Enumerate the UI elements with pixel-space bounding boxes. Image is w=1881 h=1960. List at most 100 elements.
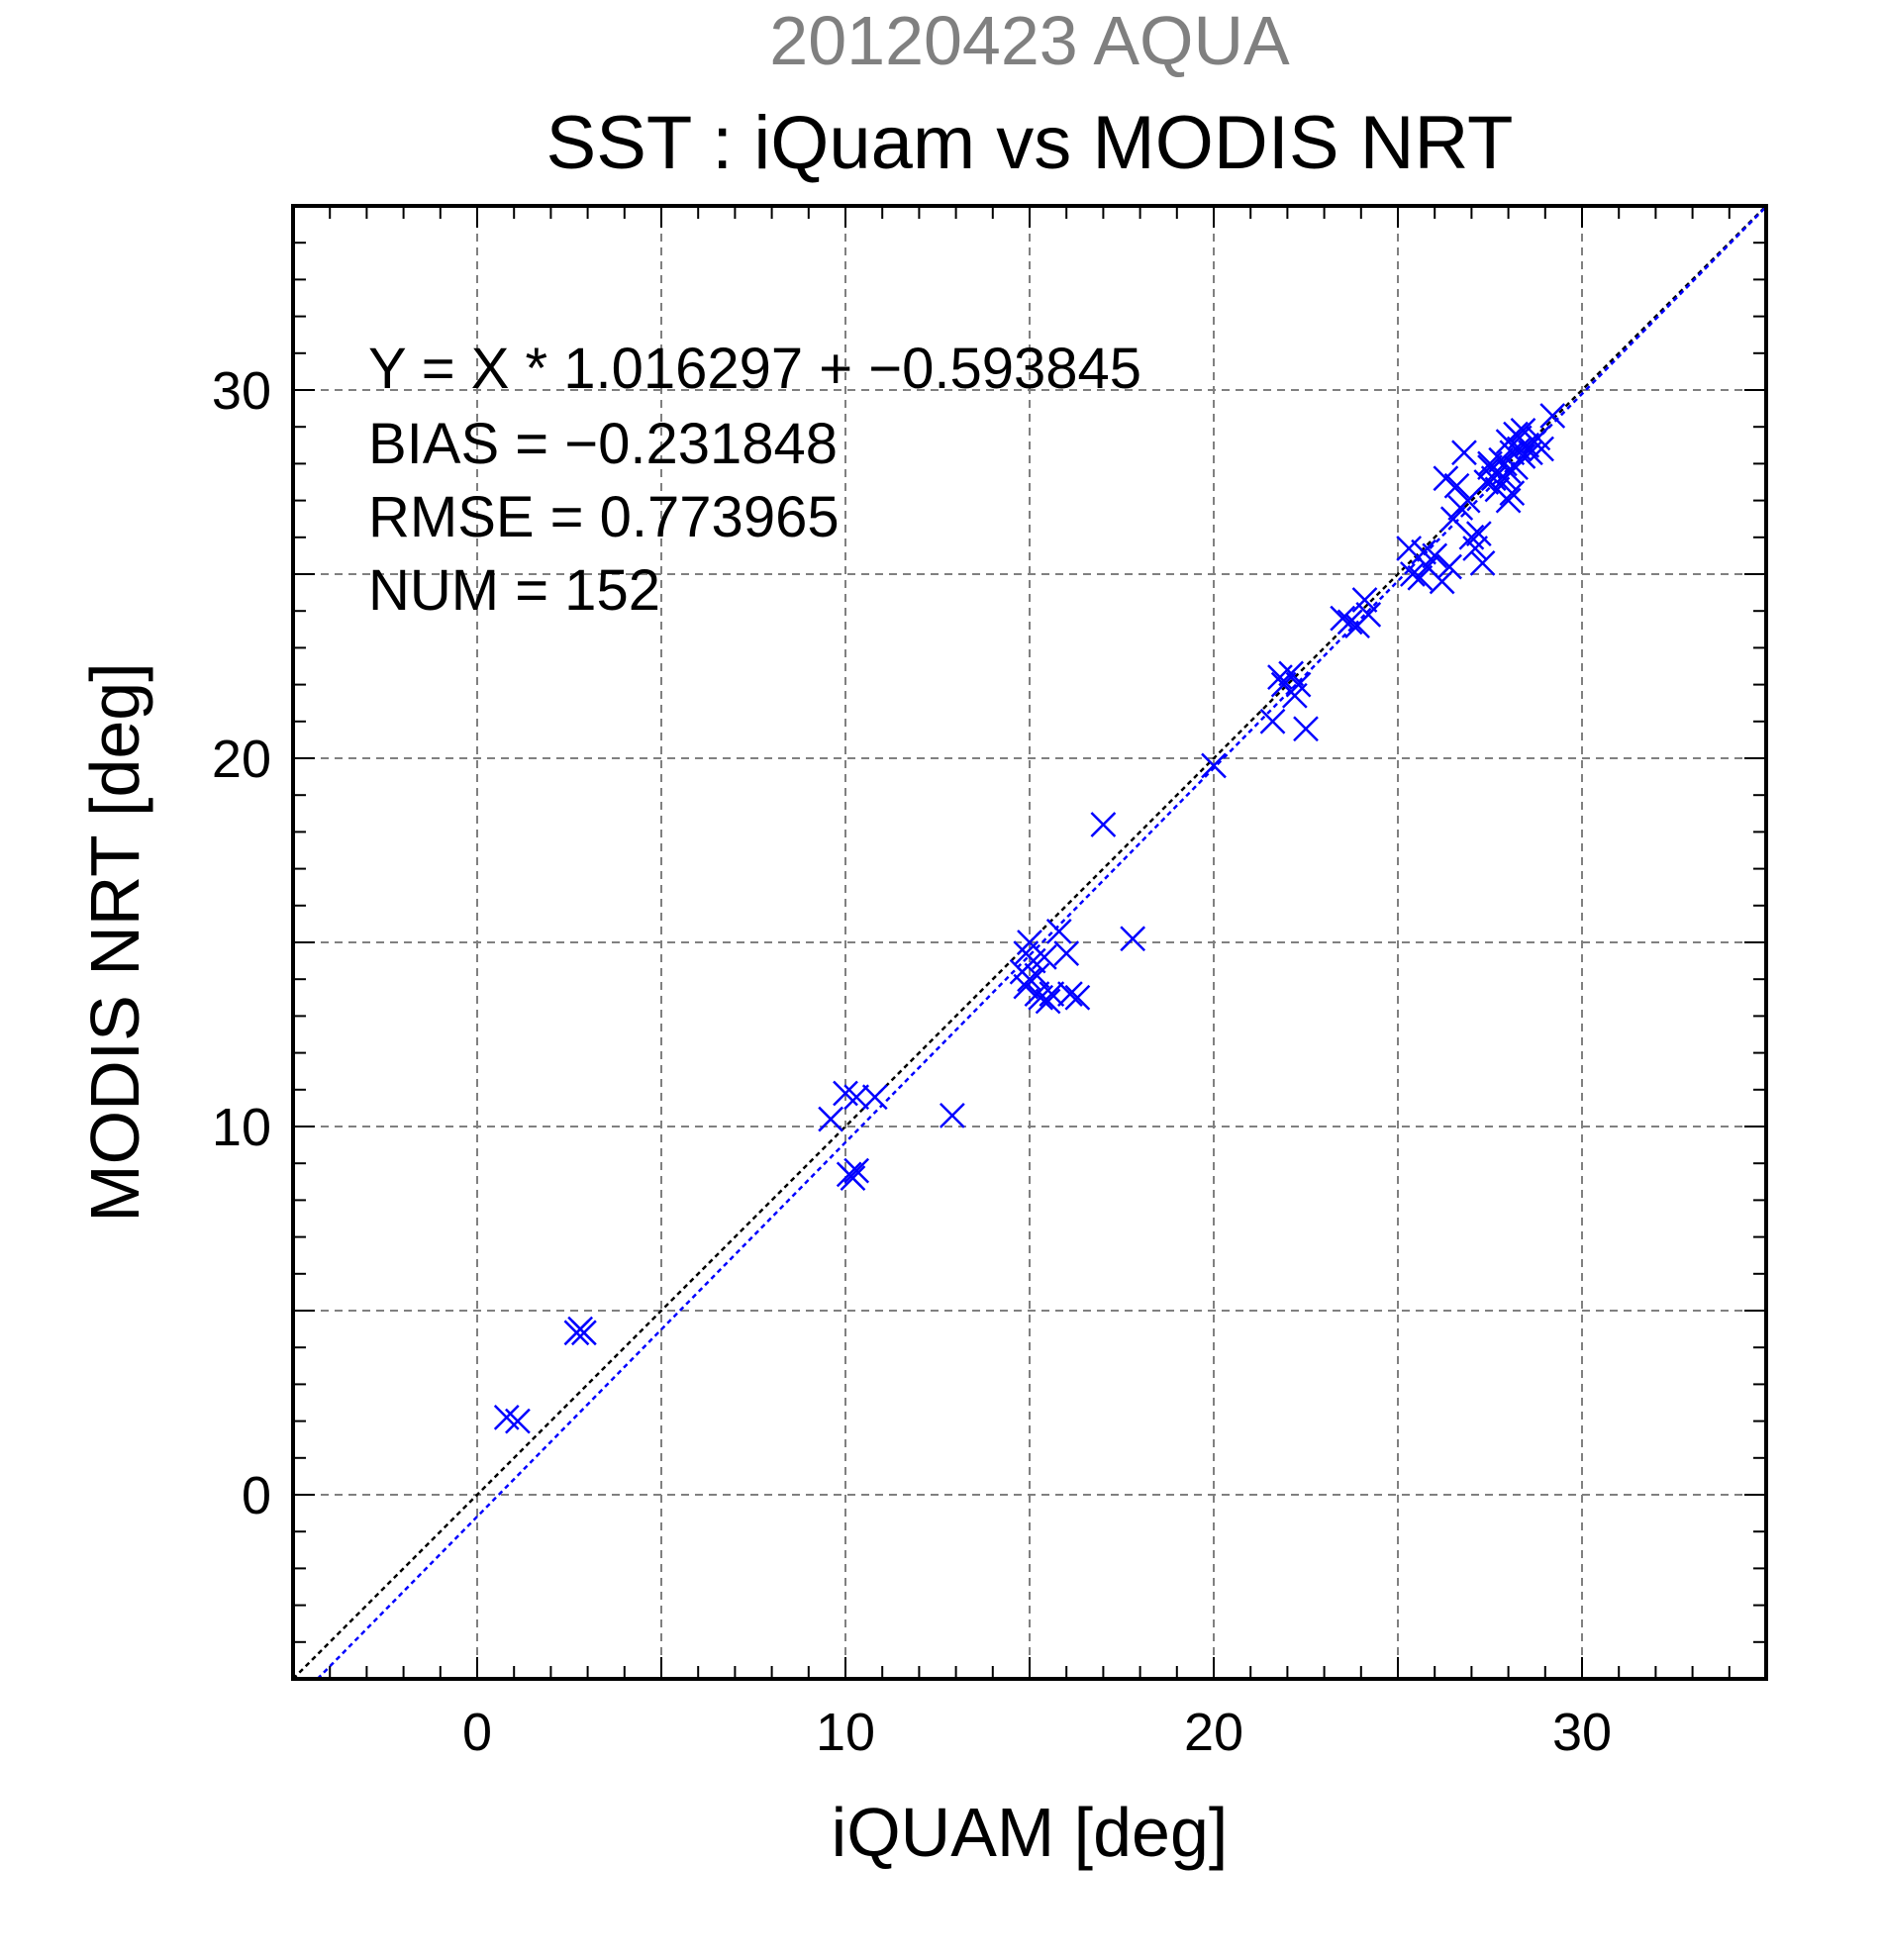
data-point-stroke (1529, 436, 1554, 462)
x-axis-label: iQUAM [deg] (832, 1794, 1229, 1871)
data-point (1499, 480, 1526, 507)
data-point (1539, 403, 1566, 429)
data-point-stroke (1477, 450, 1503, 477)
data-point-stroke (1411, 539, 1436, 565)
data-point (1429, 568, 1455, 595)
stat-count: NUM = 152 (368, 558, 660, 623)
data-point-stroke (1293, 716, 1319, 742)
data-point (1293, 716, 1319, 742)
data-point (1201, 752, 1227, 779)
plot-frame (291, 204, 1768, 1681)
data-point-stroke (1035, 988, 1061, 1015)
data-point (1013, 940, 1040, 967)
data-point (1057, 981, 1083, 1007)
data-point-stroke (1429, 568, 1455, 595)
data-point-stroke (1351, 587, 1378, 613)
data-point (1351, 587, 1378, 613)
data-point-stroke (1281, 682, 1308, 709)
data-point-stroke (1491, 465, 1518, 492)
data-point-stroke (1259, 708, 1286, 735)
data-point-stroke (1045, 918, 1072, 944)
data-point-stroke (1414, 553, 1440, 580)
data-point (1399, 561, 1426, 587)
data-point-stroke (1495, 457, 1522, 484)
data-point-stroke (1399, 561, 1426, 587)
data-point (1443, 472, 1470, 499)
data-point-stroke (1422, 542, 1448, 569)
stats-box: Y = X * 1.016297 + −0.593845 BIAS = −0.2… (368, 337, 1141, 623)
data-point (1336, 609, 1363, 636)
data-point-stroke (1017, 966, 1042, 993)
data-point-stroke (840, 1165, 866, 1191)
data-point-stroke (1053, 940, 1080, 967)
data-point-stroke (1330, 605, 1356, 632)
minor-ticks (293, 206, 1766, 1679)
data-point-stroke (1436, 553, 1462, 580)
data-point-stroke (1201, 752, 1227, 779)
data-point-stroke (1090, 812, 1117, 837)
data-point (843, 1157, 870, 1184)
x-tick-label: 10 (816, 1703, 875, 1762)
data-point-stroke (1057, 981, 1083, 1007)
data-point (1053, 940, 1080, 967)
stat-fit-equation: Y = X * 1.016297 + −0.593845 (368, 337, 1141, 401)
data-point (843, 1084, 870, 1111)
data-point-stroke (1451, 440, 1477, 466)
data-point-stroke (493, 1404, 520, 1430)
data-point-stroke (1499, 480, 1526, 507)
data-point-stroke (1525, 425, 1551, 451)
data-point (1462, 536, 1489, 561)
data-point (1495, 487, 1522, 514)
data-point-stroke (1480, 465, 1507, 492)
data-point-stroke (1433, 465, 1459, 492)
data-point-stroke (1120, 926, 1146, 952)
data-point-stroke (1514, 432, 1540, 458)
data-point-stroke (1439, 506, 1466, 533)
data-point-stroke (1013, 940, 1040, 967)
stat-rmse: RMSE = 0.773965 (368, 485, 840, 549)
y-tick-label: 30 (212, 361, 271, 421)
data-point-stroke (1495, 487, 1522, 514)
data-point-stroke (1024, 962, 1050, 989)
data-point (505, 1408, 531, 1434)
data-point (1465, 521, 1492, 546)
data-point-stroke (1499, 440, 1526, 466)
data-point-stroke (1469, 549, 1496, 576)
data-point (1411, 539, 1436, 565)
data-point (1281, 682, 1308, 709)
data-point (1259, 708, 1286, 735)
data-point-stroke (1039, 981, 1065, 1007)
data-point-stroke (1506, 436, 1533, 462)
data-point-stroke (1336, 609, 1363, 636)
x-tick-label: 0 (462, 1703, 492, 1762)
y-tick-label: 0 (242, 1466, 271, 1525)
data-point-stroke (843, 1157, 870, 1184)
data-point (1120, 926, 1146, 952)
data-point-stroke (1443, 472, 1470, 499)
data-point-stroke (1465, 521, 1492, 546)
data-points (493, 403, 1566, 1434)
data-point (1469, 549, 1496, 576)
data-point-stroke (1462, 536, 1489, 561)
x-tick-label: 30 (1552, 1703, 1612, 1762)
x-tick-label: 20 (1184, 1703, 1243, 1762)
y-tick-label: 20 (212, 730, 271, 789)
data-point (1407, 564, 1434, 591)
data-point (818, 1106, 844, 1132)
data-point (1514, 432, 1540, 458)
data-point (1278, 660, 1305, 687)
data-point (1491, 465, 1518, 492)
chart-suptitle: 20120423 AQUA (769, 2, 1290, 79)
data-point (1495, 457, 1522, 484)
data-point (1433, 465, 1459, 492)
stat-bias: BIAS = −0.231848 (368, 412, 838, 476)
data-point-stroke (567, 1316, 594, 1342)
data-point (939, 1102, 965, 1128)
data-point-stroke (1396, 536, 1423, 561)
data-point-stroke (1539, 403, 1566, 429)
data-point (1045, 918, 1072, 944)
y-axis-label: MODIS NRT [deg] (76, 662, 153, 1222)
data-point (861, 1084, 888, 1111)
data-point (1090, 812, 1117, 837)
